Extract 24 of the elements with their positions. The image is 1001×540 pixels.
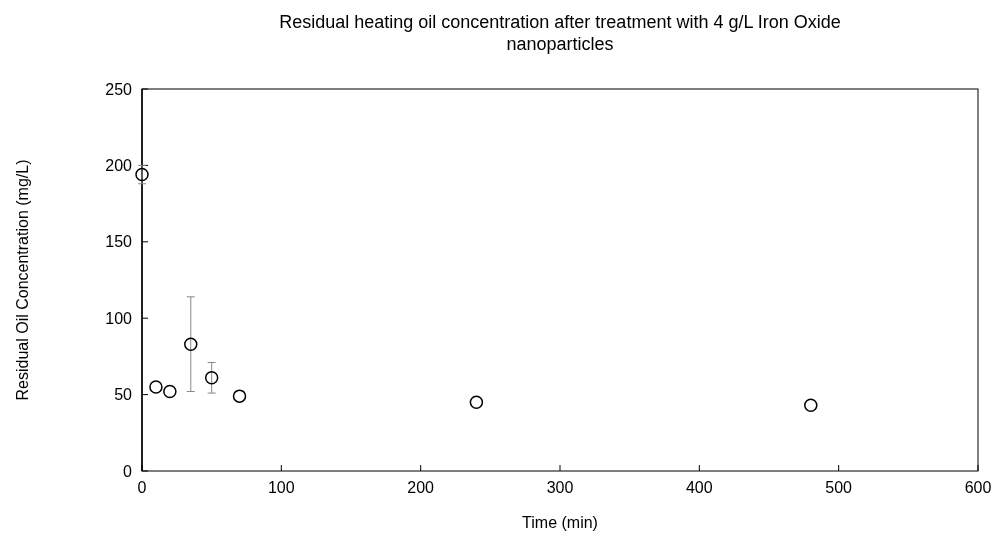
point (184, 337, 198, 351)
point (135, 167, 149, 182)
x-tick-label: 600 (964, 479, 992, 496)
x-tick-label: 200 (407, 479, 435, 496)
point (804, 398, 818, 413)
y-tick-label: 0 (123, 462, 133, 480)
x-axis-title: Time (min) (522, 514, 598, 531)
point (163, 384, 177, 399)
y-axis-title: Residual Oil Concentration (mg/L) (14, 159, 31, 401)
y-tick-label: 150 (105, 233, 133, 251)
x-tick-label: 400 (685, 479, 713, 496)
x-tick-label: 0 (137, 479, 147, 496)
point (149, 380, 163, 394)
x-tick-label: 100 (267, 479, 295, 496)
point (204, 371, 219, 385)
point (469, 395, 484, 409)
x-tick-label: 300 (546, 479, 574, 496)
y-tick-label: 250 (105, 80, 133, 98)
y-tick-label: 50 (114, 386, 133, 404)
chart-title: Residual heating oil concentration after treatment with 4 g/L Iron Oxide nanoparticles (279, 12, 841, 54)
y-tick-label: 200 (105, 157, 133, 174)
y-tick-label: 100 (105, 309, 133, 327)
point (232, 389, 247, 403)
x-tick-label: 500 (825, 479, 853, 496)
